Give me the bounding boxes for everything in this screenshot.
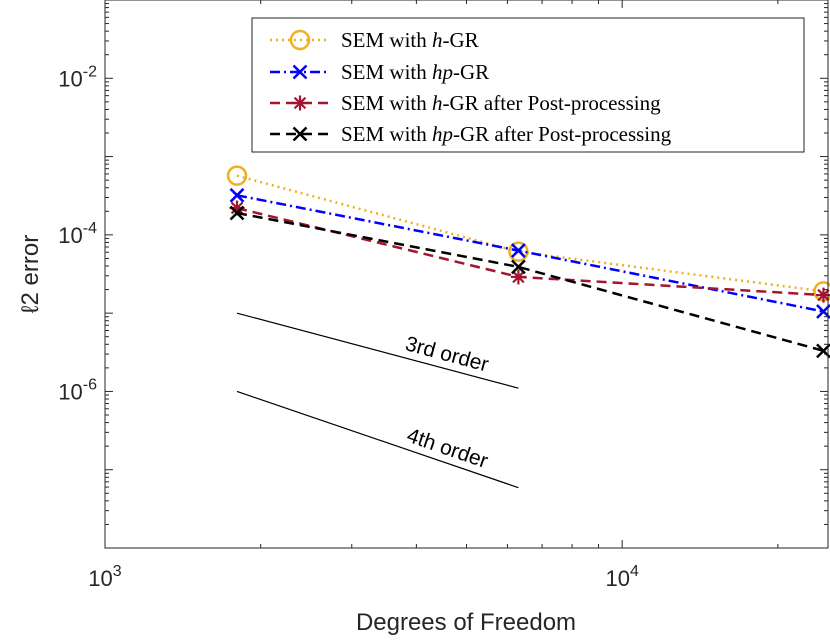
legend-label-1: SEM with h-GR xyxy=(341,28,479,52)
series-2-point-2-stroke-b xyxy=(511,243,526,258)
legend-label-4-pre: SEM with xyxy=(341,122,432,146)
legend-entry-3: SEM with h-GR after Post-processing xyxy=(270,91,661,115)
y-tick-label-1: 10-2 xyxy=(58,63,97,91)
series-4-point-1-stroke-b xyxy=(229,205,245,221)
legend-label-2-pre: SEM with xyxy=(341,60,432,84)
y-tick-label-2-exponent: -4 xyxy=(83,220,97,237)
legend-label-4-italic: hp xyxy=(432,122,453,146)
y-tick-label-2-base: 10 xyxy=(58,223,82,248)
series-3-point-3 xyxy=(815,287,830,303)
legend-label-3: SEM with h-GR after Post-processing xyxy=(341,91,661,115)
y-tick-label-1-base: 10 xyxy=(58,66,82,91)
series-4-line xyxy=(236,211,824,353)
series-3-point-2-stroke-d xyxy=(512,270,525,284)
series-1-point-1 xyxy=(226,165,248,186)
series-layer xyxy=(226,165,830,359)
series-2-point-2 xyxy=(511,243,526,258)
legend-label-2-italic: hp xyxy=(432,60,453,84)
y-tick-label-1-exponent: -2 xyxy=(83,63,97,80)
y-axis-title: ℓ2 error xyxy=(17,235,44,313)
series-3-point-2 xyxy=(510,269,526,285)
series-3-point-1-stroke-d xyxy=(230,201,244,215)
y-tick-label-3-exponent: -6 xyxy=(83,376,97,393)
reference-line-1 xyxy=(236,312,519,389)
legend-label-4-post: -GR after Post-processing xyxy=(453,122,672,146)
x-tick-label-1-exponent: 3 xyxy=(113,563,122,580)
legend-label-3-italic: h xyxy=(432,91,443,115)
legend-label-2-post: -GR xyxy=(453,60,489,84)
legend-marker-3 xyxy=(292,95,308,111)
legend-box xyxy=(251,17,805,153)
legend-label-3-pre: SEM with xyxy=(341,91,432,115)
series-4-point-2-stroke-b xyxy=(511,259,526,275)
y-tick-label-3-base: 10 xyxy=(58,379,82,404)
legend-marker-4-stroke-b xyxy=(292,126,308,142)
legend-marker-4 xyxy=(292,126,308,142)
x-axis-title: Degrees of Freedom xyxy=(356,609,576,636)
series-4-point-2 xyxy=(511,259,526,275)
legend-label-4: SEM with hp-GR after Post-processing xyxy=(341,122,672,146)
legend-label-3-post: -GR after Post-processing xyxy=(443,91,662,115)
legend-marker-2-stroke-b xyxy=(292,64,308,80)
x-tick-label-2: 104 xyxy=(605,563,638,591)
series-2-point-1 xyxy=(229,187,245,203)
x-tick-label-2-base: 10 xyxy=(605,566,629,591)
series-4-point-1 xyxy=(229,205,245,221)
y-tick-label-3: 10-6 xyxy=(58,376,97,404)
series-1-line xyxy=(236,174,824,293)
x-tick-label-2-exponent: 4 xyxy=(630,563,639,580)
reference-line-2 xyxy=(236,390,519,489)
series-2-point-1-stroke-b xyxy=(229,187,245,203)
series-3-point-3-stroke-d xyxy=(817,288,830,302)
legend-label-1-pre: SEM with xyxy=(341,28,432,52)
legend-marker-2 xyxy=(292,64,308,80)
legend-entry-1: SEM with h-GR xyxy=(270,28,479,52)
legend-marker-1 xyxy=(289,29,311,51)
y-tick-label-2: 10-4 xyxy=(58,220,97,248)
legend-entry-2: SEM with hp-GR xyxy=(270,60,489,84)
legend-marker-3-stroke-d xyxy=(293,96,307,110)
legend-label-2: SEM with hp-GR xyxy=(341,60,489,84)
legend-label-1-post: -GR xyxy=(443,28,479,52)
legend-label-1-italic: h xyxy=(432,28,443,52)
x-tick-label-1-base: 10 xyxy=(88,566,112,591)
x-tick-label-1: 103 xyxy=(88,563,121,591)
legend-entry-4: SEM with hp-GR after Post-processing xyxy=(270,122,672,146)
